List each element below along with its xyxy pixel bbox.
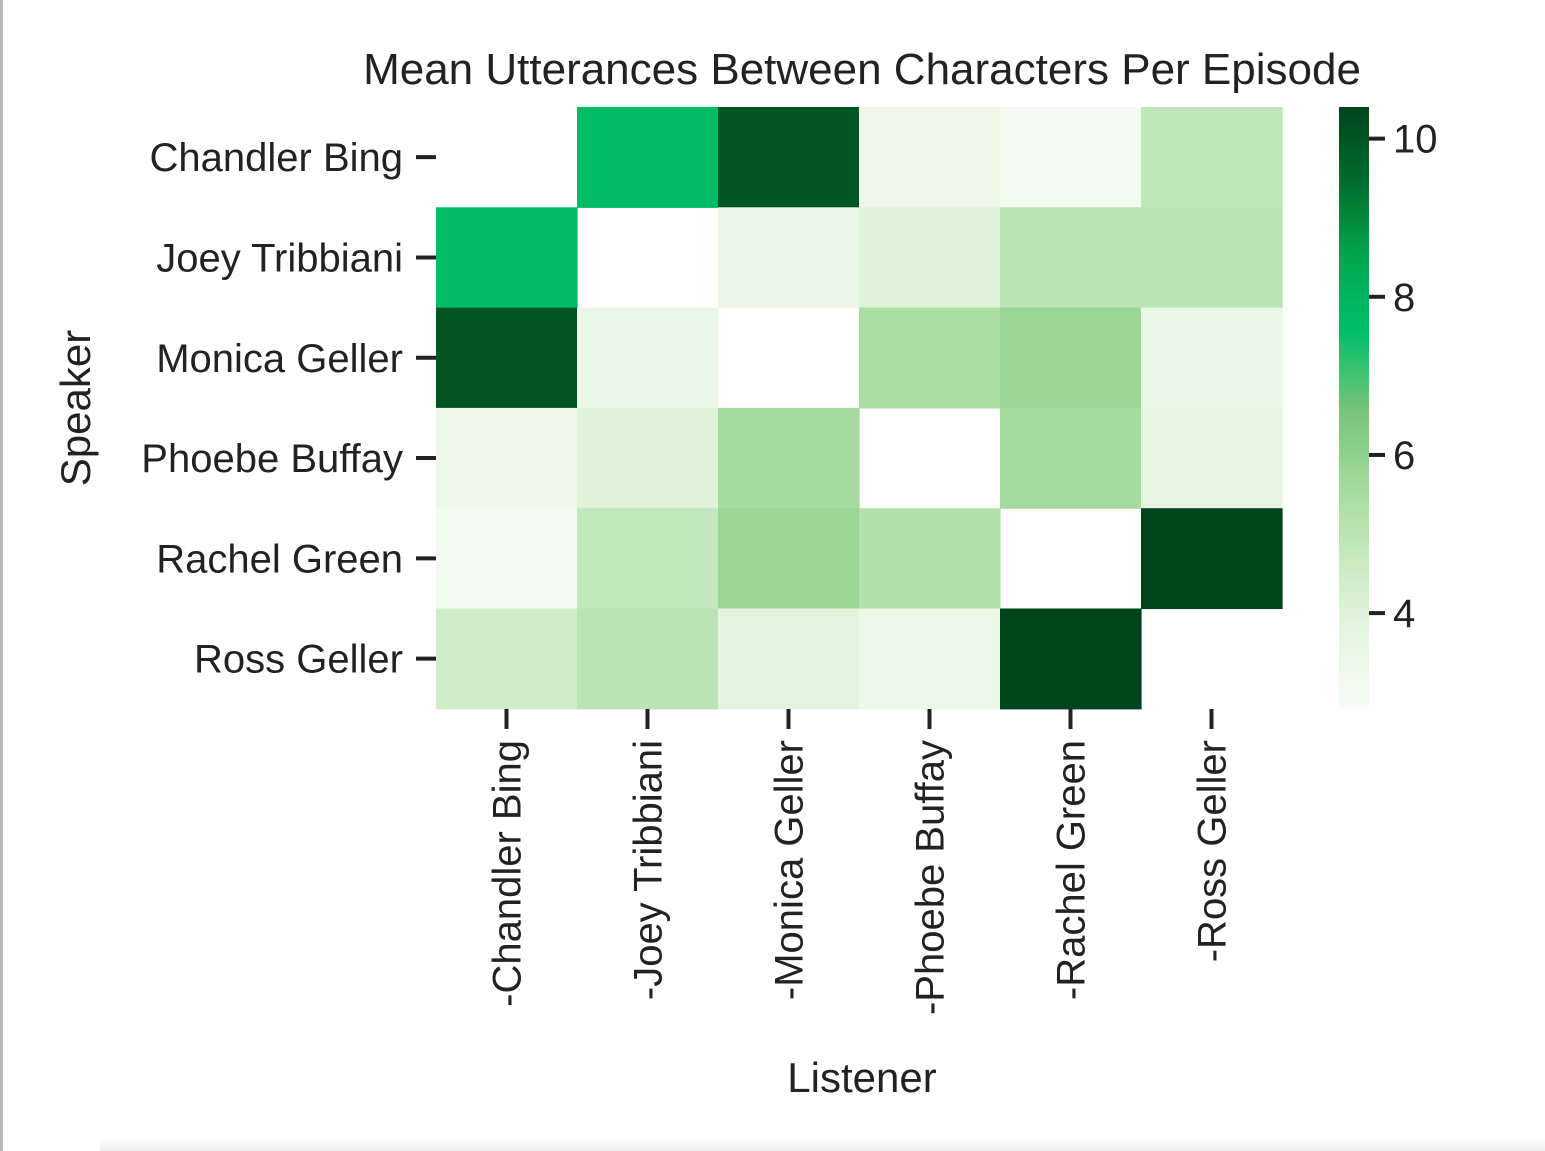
heatmap-cell-joey-tribbiani-to-phoebe-buffay <box>859 207 1001 309</box>
heatmap-cell-chandler-bing-to-ross-geller <box>1141 107 1283 208</box>
y-tick-label: Rachel Green <box>156 537 403 581</box>
y-tick-label: Monica Geller <box>156 337 403 381</box>
y-tick-label: Phoebe Buffay <box>141 437 403 481</box>
x-tick-label: -Chandler Bing <box>486 740 530 1007</box>
heatmap-cell-ross-geller-to-phoebe-buffay <box>859 608 1001 710</box>
y-tick-label: Joey Tribbiani <box>156 236 403 280</box>
heatmap-cell-monica-geller-to-chandler-bing <box>436 307 578 409</box>
y-tick-label: Ross Geller <box>194 638 403 682</box>
heatmap-cell-joey-tribbiani-to-ross-geller <box>1141 207 1283 309</box>
heatmap-cell-ross-geller-to-rachel-green <box>1000 608 1142 710</box>
colorbar-tick-label: 10 <box>1393 118 1438 162</box>
colorbar-tick-label: 8 <box>1393 276 1415 320</box>
heatmap-cell-rachel-green-to-monica-geller <box>718 508 860 610</box>
heatmap-cell-joey-tribbiani-to-rachel-green <box>1000 207 1142 309</box>
colorbar-ticks: 4 6 8 10 <box>1369 118 1438 636</box>
colorbar-gradient <box>1339 107 1369 708</box>
y-tick-label: Chandler Bing <box>150 136 404 180</box>
x-axis-ticks: -Chandler Bing -Joey Tribbiani -Monica Gel… <box>486 709 1235 1015</box>
colorbar: 4 6 8 10 <box>1339 107 1438 708</box>
colorbar-tick-label: 6 <box>1393 434 1415 478</box>
heatmap-cell-monica-geller-to-joey-tribbiani <box>577 307 719 409</box>
colorbar-tick-label: 4 <box>1393 592 1415 636</box>
heatmap-cell-rachel-green-to-phoebe-buffay <box>859 508 1001 610</box>
heatmap-cell-rachel-green-to-chandler-bing <box>436 508 578 610</box>
heatmap-cell-monica-geller-to-ross-geller <box>1141 307 1283 409</box>
x-tick-label: -Monica Geller <box>768 740 812 1000</box>
heatmap-cell-ross-geller-to-chandler-bing <box>436 608 578 710</box>
heatmap-cell-ross-geller-to-monica-geller <box>718 608 860 710</box>
heatmap-cells <box>436 107 1283 710</box>
window-left-border <box>0 0 3 1151</box>
heatmap-cell-chandler-bing-to-phoebe-buffay <box>859 107 1001 208</box>
heatmap-cell-phoebe-buffay-to-joey-tribbiani <box>577 407 719 509</box>
x-tick-label: -Ross Geller <box>1191 740 1235 962</box>
heatmap-cell-rachel-green-to-ross-geller <box>1141 508 1283 610</box>
heatmap-cell-phoebe-buffay-to-ross-geller <box>1141 407 1283 509</box>
heatmap-cell-joey-tribbiani-to-chandler-bing <box>436 207 578 309</box>
heatmap-cell-monica-geller-to-rachel-green <box>1000 307 1142 409</box>
y-axis-label: Speaker <box>52 330 99 486</box>
chart-title: Mean Utterances Between Characters Per E… <box>363 45 1361 94</box>
heatmap-cell-chandler-bing-to-rachel-green <box>1000 107 1142 208</box>
x-axis-label: Listener <box>787 1054 936 1101</box>
heatmap-cell-phoebe-buffay-to-chandler-bing <box>436 407 578 509</box>
x-tick-label: -Phoebe Buffay <box>909 740 953 1015</box>
heatmap-cell-chandler-bing-to-joey-tribbiani <box>577 107 719 208</box>
y-axis-ticks: Chandler Bing Joey Tribbiani Monica Geller… <box>141 136 436 682</box>
window-bottom-edge <box>100 1137 1545 1151</box>
heatmap-cell-joey-tribbiani-to-monica-geller <box>718 207 860 309</box>
x-tick-label: -Rachel Green <box>1050 740 1094 1000</box>
heatmap-cell-ross-geller-to-joey-tribbiani <box>577 608 719 710</box>
heatmap-cell-phoebe-buffay-to-monica-geller <box>718 407 860 509</box>
heatmap-cell-monica-geller-to-phoebe-buffay <box>859 307 1001 409</box>
heatmap-cell-chandler-bing-to-monica-geller <box>718 107 860 208</box>
heatmap-cell-rachel-green-to-joey-tribbiani <box>577 508 719 610</box>
x-tick-label: -Joey Tribbiani <box>627 740 671 1000</box>
heatmap-cell-phoebe-buffay-to-rachel-green <box>1000 407 1142 509</box>
